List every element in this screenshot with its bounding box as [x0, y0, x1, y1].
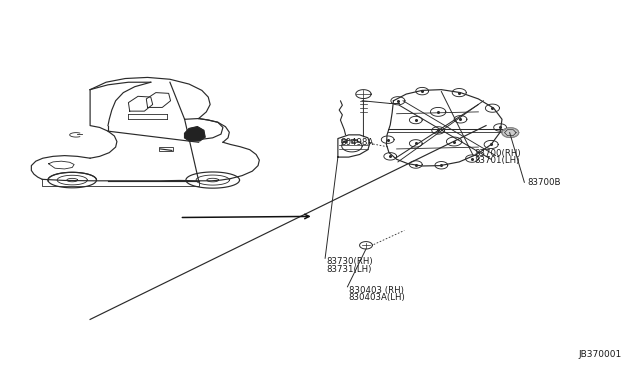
- Text: 830403 (RH): 830403 (RH): [349, 286, 404, 295]
- Text: 83730(RH): 83730(RH): [326, 257, 373, 266]
- Text: 83700(RH): 83700(RH): [474, 149, 521, 158]
- Polygon shape: [502, 128, 518, 137]
- Text: 83701(LH): 83701(LH): [474, 156, 520, 165]
- Text: 83731(LH): 83731(LH): [326, 265, 372, 274]
- Text: 830403A(LH): 830403A(LH): [349, 294, 406, 302]
- Bar: [341, 139, 348, 142]
- Polygon shape: [184, 127, 205, 141]
- Text: 80498A: 80498A: [340, 138, 374, 147]
- Text: JB370001: JB370001: [578, 350, 621, 359]
- Bar: [159, 147, 173, 151]
- Text: 83700B: 83700B: [527, 178, 561, 187]
- Bar: [351, 139, 357, 142]
